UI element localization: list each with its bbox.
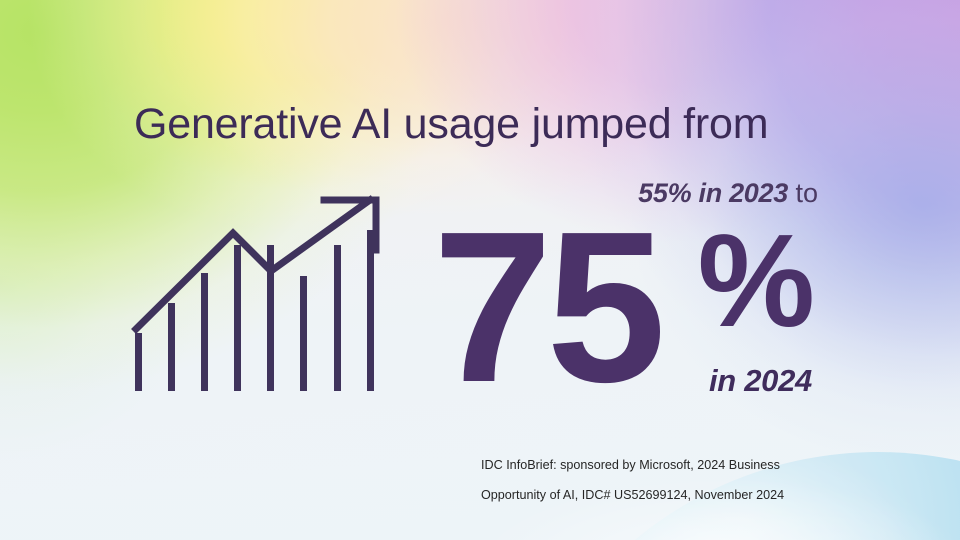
previous-statistic-line: 55% in 2023 to bbox=[400, 180, 820, 207]
source-citation: IDC InfoBrief: sponsored by Microsoft, 2… bbox=[481, 450, 841, 510]
previous-statistic-value: 55% in 2023 bbox=[638, 178, 788, 208]
current-statistic-percent-symbol: % bbox=[697, 207, 815, 354]
growth-bar-chart-with-arrow-icon bbox=[122, 188, 402, 398]
source-citation-line-2: Opportunity of AI, IDC# US52699124, Nove… bbox=[481, 488, 785, 503]
source-citation-line-1: IDC InfoBrief: sponsored by Microsoft, 2… bbox=[481, 458, 780, 472]
page-title: Generative AI usage jumped from bbox=[134, 100, 769, 148]
current-statistic-row: 75 % in 2024 bbox=[400, 199, 820, 414]
current-statistic-year: in 2024 bbox=[708, 363, 812, 398]
statistic-block: 55% in 2023 to 75 % in 2024 bbox=[400, 180, 820, 415]
current-statistic-number: 75 bbox=[432, 186, 666, 427]
statistic-connector: to bbox=[787, 178, 818, 208]
